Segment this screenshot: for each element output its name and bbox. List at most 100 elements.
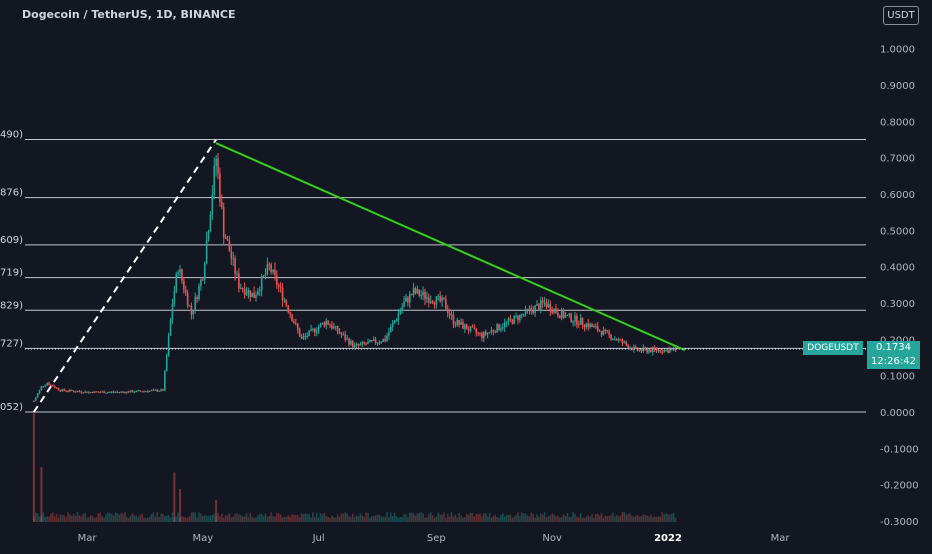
candle-body <box>245 293 248 295</box>
candle-body <box>139 390 141 392</box>
volume-bar <box>521 512 523 522</box>
candle-body <box>619 339 622 341</box>
volume-bar <box>63 515 66 522</box>
volume-bar <box>129 515 132 522</box>
volume-bar <box>72 513 75 522</box>
candle-body <box>95 391 98 393</box>
volume-bar <box>177 512 179 522</box>
candle-body <box>247 290 250 294</box>
volume-bar <box>143 517 145 522</box>
volume-bar <box>638 516 641 522</box>
candle-body <box>560 310 563 319</box>
candle-body <box>521 314 523 316</box>
volume-bar <box>67 512 69 522</box>
candle-body <box>120 391 122 393</box>
volume-bar <box>99 512 102 522</box>
candle-body <box>541 300 544 303</box>
candle-body <box>317 326 320 332</box>
volume-bar <box>672 513 675 522</box>
candle-body <box>226 238 229 241</box>
candle-body <box>543 302 546 304</box>
candle-body <box>507 318 510 322</box>
volume-bar <box>538 516 540 522</box>
candle-body <box>76 391 79 393</box>
candle-body <box>566 314 569 316</box>
volume-bar <box>61 515 64 522</box>
candle-body <box>454 324 457 326</box>
candle-body <box>110 391 113 393</box>
volume-bar <box>40 515 43 522</box>
volume-bar <box>122 513 124 522</box>
volume-bar <box>247 517 250 522</box>
fib-level-label: 727) <box>0 338 23 349</box>
candle-body <box>48 383 50 385</box>
volume-bar <box>165 515 168 522</box>
volume-bar <box>560 516 563 522</box>
candle-body <box>583 325 586 328</box>
candle-body <box>258 290 261 292</box>
candle-body <box>426 297 428 299</box>
volume-bar <box>429 512 432 522</box>
candle-body <box>439 296 441 302</box>
volume-bar <box>646 515 648 522</box>
volume-bar <box>145 517 147 522</box>
candle-body <box>167 335 170 356</box>
volume-bar <box>633 516 635 522</box>
candle-body <box>496 324 498 333</box>
candle-body <box>257 291 259 296</box>
volume-bar <box>277 513 280 522</box>
candle-body <box>505 321 508 323</box>
volume-bar <box>346 513 348 522</box>
volume-bar <box>53 516 56 522</box>
candle-body <box>72 390 75 392</box>
volume-bar <box>371 516 373 522</box>
candle-body <box>116 391 119 393</box>
candle-body <box>606 330 609 332</box>
candle-body <box>209 214 212 232</box>
volume-bar <box>416 513 419 522</box>
candle-body <box>445 299 447 310</box>
volume-bar <box>186 517 189 522</box>
candle-body <box>118 391 121 393</box>
volume-bar <box>661 512 664 522</box>
volume-bar <box>456 517 459 522</box>
volume-bar <box>509 514 512 522</box>
candle-body <box>194 297 197 311</box>
volume-bar <box>450 512 453 522</box>
candle-body <box>437 296 440 298</box>
volume-bar <box>183 516 185 522</box>
candle-body <box>591 323 593 327</box>
candle-body <box>321 322 324 324</box>
volume-bar <box>71 515 73 522</box>
currency-selector[interactable]: USDT <box>883 6 919 25</box>
volume-bar <box>228 513 231 522</box>
volume-bar <box>648 516 650 522</box>
volume-bar <box>469 512 472 522</box>
volume-bar <box>325 515 328 522</box>
candle-body <box>655 349 658 351</box>
candle-body <box>211 194 214 215</box>
volume-bar <box>517 512 519 522</box>
volume-bar <box>276 513 278 522</box>
volume-bar <box>260 514 263 522</box>
candle-body <box>314 328 316 333</box>
candle-body <box>71 389 73 391</box>
candle-body <box>653 347 656 350</box>
candle-body <box>50 384 52 386</box>
candle-body <box>277 285 280 287</box>
current-price-label: 0.1734 12:26:42 <box>867 341 920 369</box>
volume-bar <box>205 515 208 522</box>
volume-bar <box>55 514 58 522</box>
candle-body <box>657 349 660 351</box>
volume-bar <box>399 517 402 522</box>
volume-bar <box>150 514 153 522</box>
candle-body <box>36 393 39 398</box>
volume-bar <box>471 512 474 522</box>
volume-bar <box>532 514 534 522</box>
candle-body <box>84 391 86 393</box>
candle-body <box>205 240 208 264</box>
volume-bar <box>519 515 521 522</box>
volume-bar <box>445 517 447 522</box>
